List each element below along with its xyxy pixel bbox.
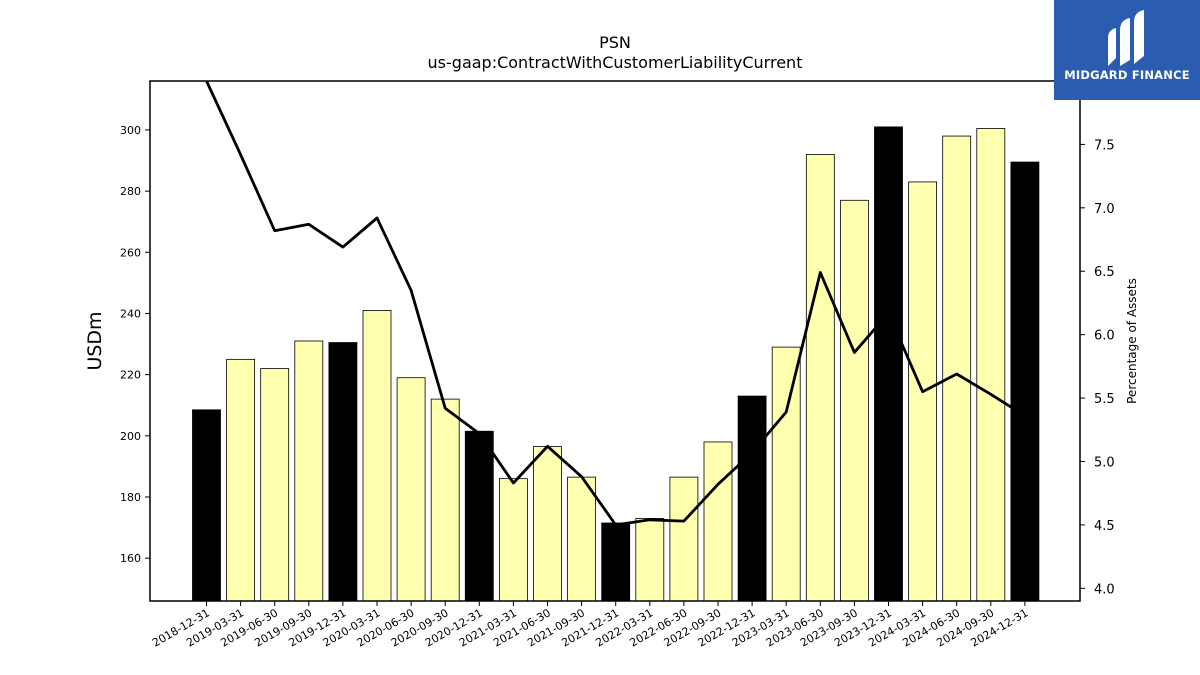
chart-title: PSN — [599, 33, 631, 52]
bar-2019-06-30 — [260, 368, 290, 602]
bar-2020-06-30 — [396, 377, 426, 602]
bar-2023-12-31 — [874, 126, 903, 602]
bar-2020-03-31 — [362, 310, 392, 602]
y2-tick-label: 4.5 — [1094, 519, 1115, 534]
y2-tick-label: 4.0 — [1094, 582, 1115, 597]
y2-tick-label: 6.5 — [1094, 265, 1115, 280]
y-tick-label: 220 — [120, 369, 141, 382]
y-tick-label: 160 — [120, 552, 141, 565]
y2-tick-label: 7.5 — [1094, 138, 1115, 153]
bar-2024-12-31 — [1010, 161, 1040, 602]
y2-tick-label: 5.5 — [1094, 392, 1115, 407]
bar-2021-03-31 — [498, 478, 528, 602]
line-layer — [205, 80, 1026, 527]
y-axis-label: USDm — [84, 311, 106, 370]
y2-tick-label: 7.0 — [1094, 202, 1115, 217]
bar-2019-12-31 — [328, 342, 358, 602]
y-tick-label: 180 — [120, 491, 141, 504]
bar-2018-12-31 — [192, 409, 221, 602]
y-tick-label: 240 — [120, 307, 141, 320]
bar-2022-12-31 — [737, 395, 767, 602]
y-tick-label: 280 — [120, 185, 141, 198]
bar-2022-06-30 — [669, 476, 699, 602]
bar-2019-03-31 — [226, 358, 256, 602]
bar-2024-03-31 — [908, 181, 937, 602]
bar-2021-06-30 — [533, 446, 562, 602]
y-tick-label: 300 — [120, 124, 141, 137]
bar-2020-12-31 — [464, 430, 494, 602]
y2-tick-label: 5.0 — [1094, 455, 1115, 470]
logo-text: MIDGARD FINANCE — [1064, 68, 1190, 82]
y2-axis-label: Percentage of Assets — [1125, 278, 1139, 404]
y-tick-label: 260 — [120, 246, 141, 259]
bar-2024-06-30 — [942, 135, 972, 602]
plot-frame — [149, 80, 1081, 602]
chart-subtitle: us-gaap:ContractWithCustomerLiabilityCur… — [428, 53, 803, 72]
bar-2021-12-31 — [601, 522, 631, 602]
y-tick-label: 200 — [120, 430, 141, 443]
y2-tick-label: 6.0 — [1094, 329, 1115, 344]
brand-logo: MIDGARD FINANCE — [1054, 0, 1200, 100]
line-percentage-of-assets — [205, 80, 1026, 527]
bar-2020-09-30 — [430, 398, 460, 602]
midgard-logo-icon — [1108, 10, 1144, 66]
bars-group — [192, 126, 1040, 602]
bar-2023-03-31 — [771, 346, 801, 602]
bar-2023-06-30 — [805, 154, 835, 602]
bar-2019-09-30 — [294, 340, 324, 602]
bar-2021-09-30 — [567, 476, 596, 602]
bar-2022-09-30 — [703, 441, 733, 602]
bar-2022-03-31 — [635, 518, 665, 602]
bar-2023-09-30 — [840, 199, 869, 602]
bar-2024-09-30 — [976, 128, 1006, 602]
